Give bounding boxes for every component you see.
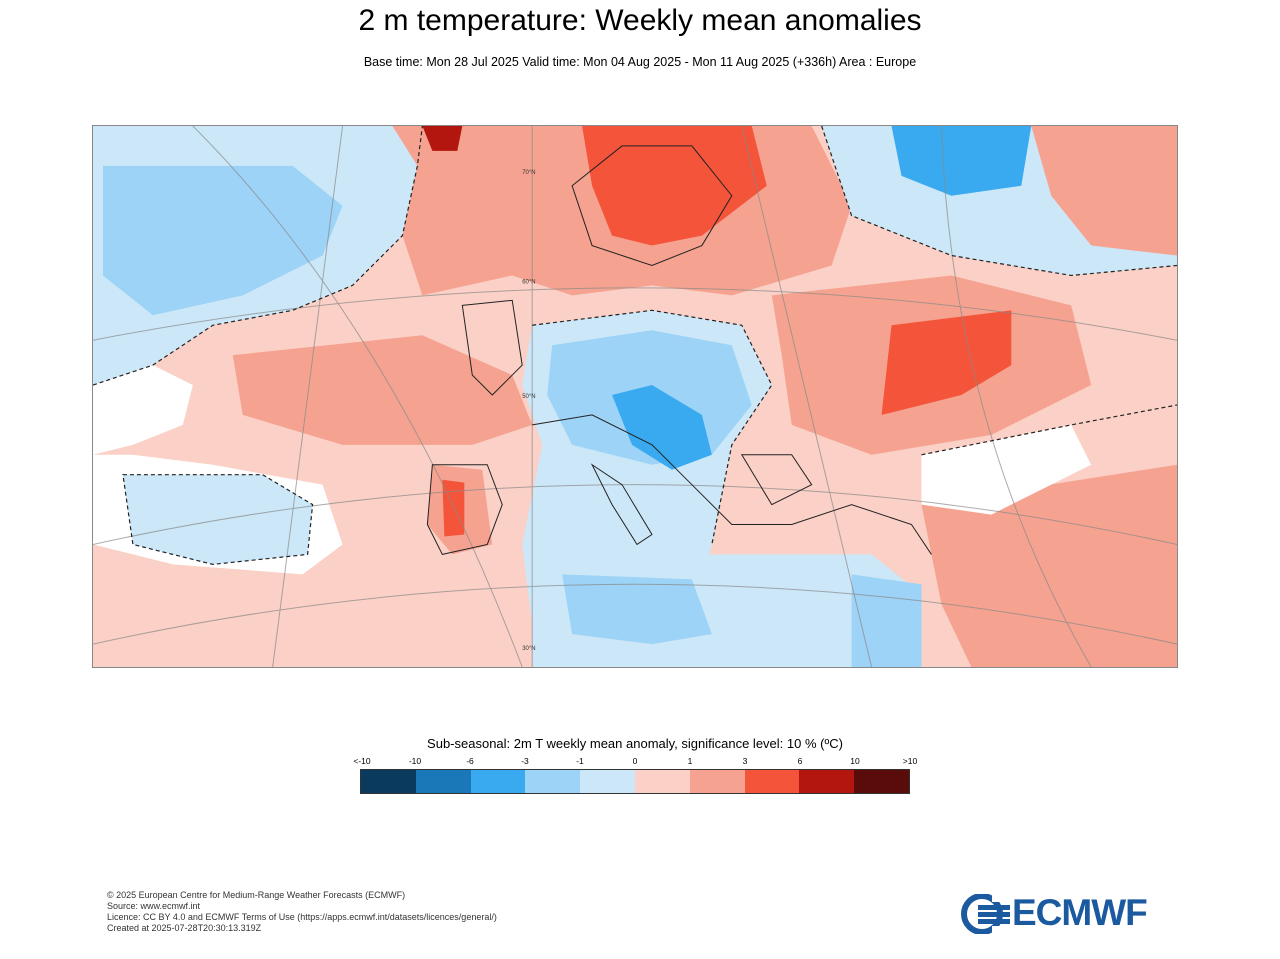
lat-label-50: 50°N xyxy=(522,394,535,400)
balkans-coldest-region xyxy=(612,385,712,470)
copyright-footer: © 2025 European Centre for Medium-Range … xyxy=(107,890,497,934)
mid-atlantic-warm-region xyxy=(232,335,533,445)
legend-label: -10 xyxy=(408,756,422,766)
legend-label: 3 xyxy=(742,756,748,766)
arctic-warm-region xyxy=(1031,126,1177,256)
legend-title: Sub-seasonal: 2m T weekly mean anomaly, … xyxy=(427,736,843,751)
lat-label-60: 60°N xyxy=(522,279,535,285)
colorbar-swatch xyxy=(580,770,635,793)
anomaly-map: 70°N 60°N 50°N 30°N xyxy=(92,125,1178,668)
footer-line: Source: www.ecmwf.int xyxy=(107,901,201,911)
russia-coldest-region xyxy=(891,126,1032,196)
turkey-neutral-region xyxy=(921,424,1092,515)
colorbar-swatch xyxy=(634,770,690,793)
significance-contours xyxy=(93,126,1177,565)
graticule xyxy=(93,126,1177,667)
lat-label-30: 30°N xyxy=(522,646,535,652)
scandinavia-hot-region xyxy=(582,126,767,246)
subtropical-cool-region xyxy=(122,474,313,565)
colorbar-swatch xyxy=(854,770,909,793)
latitude-labels: 70°N 60°N 50°N 30°N xyxy=(522,170,535,652)
ecmwf-logo-text: ECMWF xyxy=(1012,892,1148,933)
colorbar-swatch xyxy=(689,770,745,793)
legend-label: >10 xyxy=(902,756,918,766)
atlantic-neutral-band xyxy=(93,365,193,455)
legend-label: -6 xyxy=(466,756,474,766)
greenland-hot-spot xyxy=(422,126,463,151)
legend-label: <-10 xyxy=(353,756,371,766)
ecmwf-logo-icon xyxy=(961,894,1010,934)
lat-label-70: 70°N xyxy=(522,170,535,176)
colorbar-swatch xyxy=(799,770,855,793)
colorbar-swatch xyxy=(744,770,800,793)
colorbar-swatch xyxy=(525,770,581,793)
north-africa-cooler-region xyxy=(562,574,712,645)
legend-label: 10 xyxy=(850,756,860,766)
footer-line: Licence: CC BY 4.0 and ECMWF Terms of Us… xyxy=(107,912,497,922)
legend-label: -3 xyxy=(521,756,529,766)
ecmwf-logo: ECMWF xyxy=(958,892,1168,934)
colorbar xyxy=(360,769,910,794)
footer-line: Created at 2025-07-28T20:30:13.319Z xyxy=(107,923,262,933)
legend-label: 1 xyxy=(687,756,693,766)
legend-label: -1 xyxy=(576,756,584,766)
footer-line: © 2025 European Centre for Medium-Range … xyxy=(107,890,406,900)
colorbar-swatch xyxy=(361,770,416,793)
north-atlantic-cooler-region xyxy=(102,165,343,316)
coastlines xyxy=(426,145,932,555)
caucasus-hot-region xyxy=(881,310,1012,415)
middle-east-warm-region xyxy=(921,464,1177,667)
map-subtitle: Base time: Mon 28 Jul 2025 Valid time: M… xyxy=(363,55,917,69)
map-title: 2 m temperature: Weekly mean anomalies xyxy=(358,4,922,37)
egypt-cooler-region xyxy=(851,574,922,667)
colorbar-swatch xyxy=(415,770,471,793)
colorbar-swatch xyxy=(470,770,526,793)
iberia-hot-region xyxy=(442,479,465,537)
legend-label: 0 xyxy=(632,756,638,766)
legend-labels: <-10 -10 -6 -3 -1 0 1 3 6 10 >10 xyxy=(345,756,925,768)
legend-label: 6 xyxy=(797,756,803,766)
anomaly-map-canvas: 70°N 60°N 50°N 30°N xyxy=(93,126,1177,667)
